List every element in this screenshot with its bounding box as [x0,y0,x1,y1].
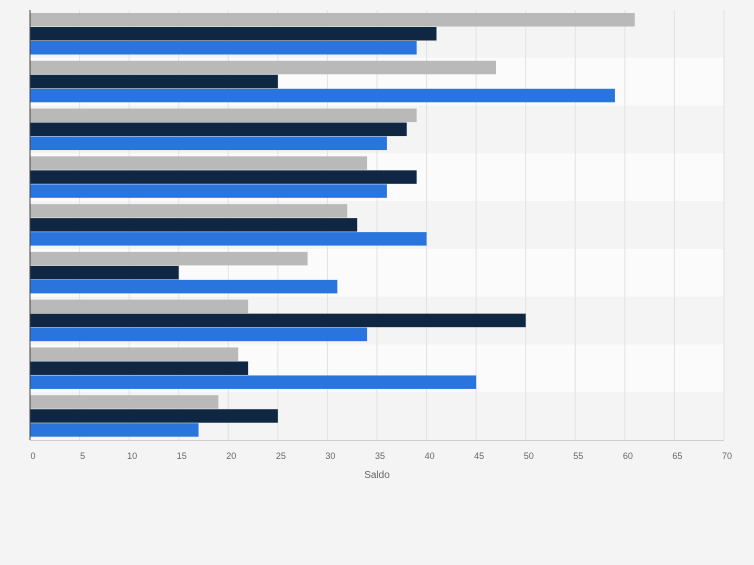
bar [30,218,358,232]
x-tick-label: 50 [524,451,534,461]
bar [30,232,427,246]
bar [30,204,348,218]
bar [30,347,239,361]
bar [30,375,477,389]
bar [30,409,278,423]
x-tick-label: 10 [127,451,137,461]
bar [30,88,615,103]
x-tick-label: 15 [177,451,187,461]
bar [30,170,417,184]
x-tick-label: 65 [672,451,682,461]
x-axis-label: Saldo [364,470,390,481]
x-tick-label: 45 [474,451,484,461]
x-tick-label: 5 [80,451,85,461]
bar [30,184,387,198]
bar [30,279,338,294]
bar [30,60,496,75]
bar [30,156,368,170]
bar [30,122,407,137]
bar [30,136,387,151]
bar [30,27,437,41]
x-tick-label: 70 [722,451,732,461]
x-tick-label: 0 [30,451,35,461]
bar [30,265,179,280]
bar [30,108,417,123]
x-tick-label: 35 [375,451,385,461]
bar [30,13,635,27]
bar [30,313,526,328]
x-tick-label: 20 [226,451,236,461]
x-tick-label: 40 [425,451,435,461]
bar [30,361,249,375]
bar [30,395,219,409]
x-axis: 0 5 10 15 20 25 30 35 40 45 50 55 60 65 70 [29,10,732,461]
bar [30,327,368,342]
x-tick-label: 25 [276,451,286,461]
bar [30,74,278,89]
x-tick-label: 60 [623,451,633,461]
bar [30,41,417,55]
bar [30,423,199,437]
x-tick-label: 30 [325,451,335,461]
bar [30,251,308,266]
bars [30,13,635,437]
x-tick-label: 55 [573,451,583,461]
bar [30,299,249,314]
